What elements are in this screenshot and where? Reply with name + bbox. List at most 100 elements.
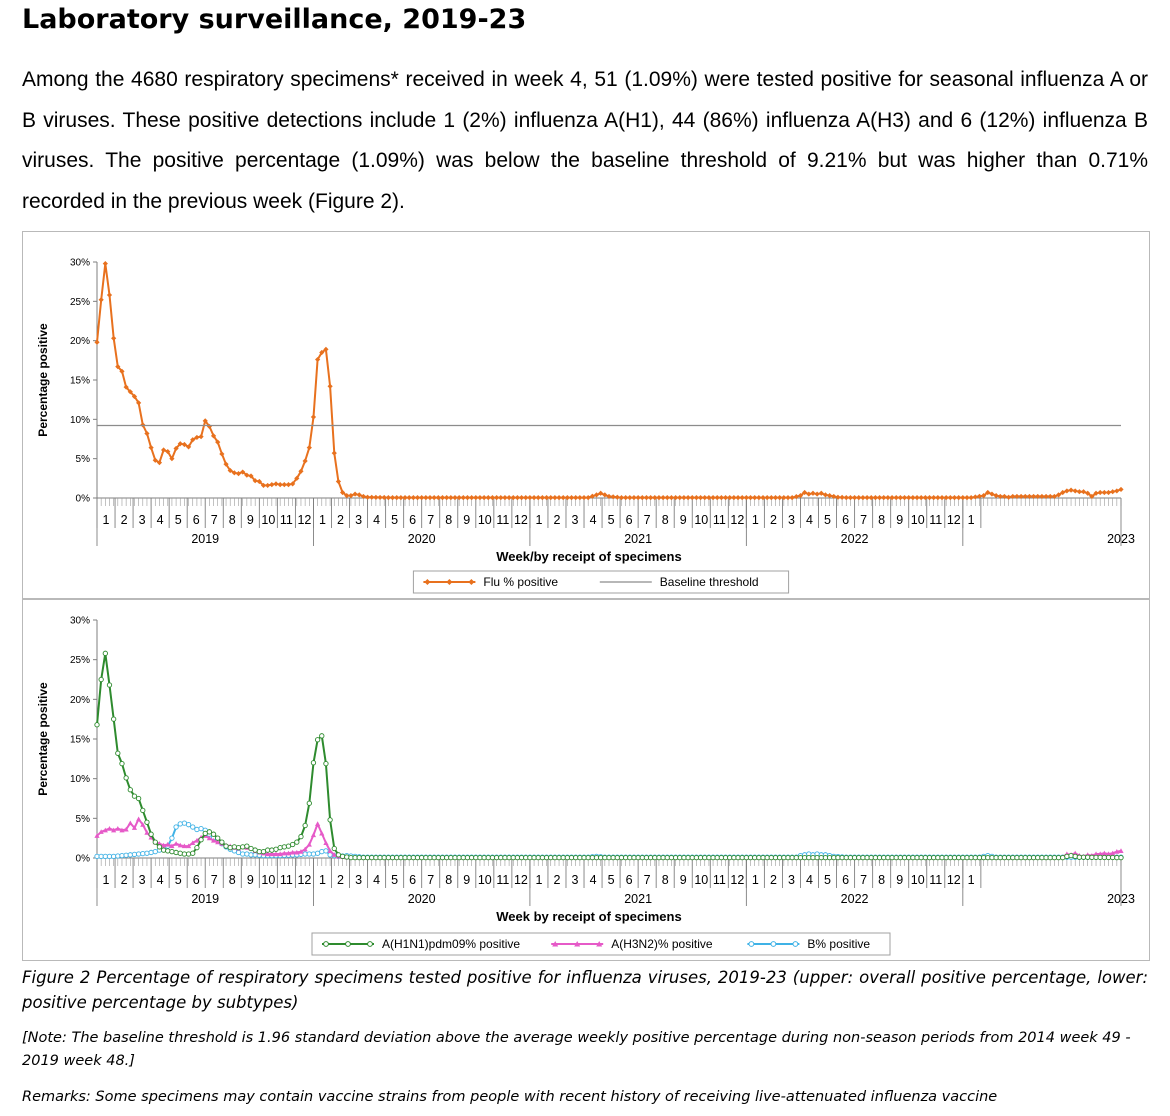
data-point	[464, 495, 471, 501]
data-point	[206, 835, 212, 841]
data-point	[302, 846, 308, 852]
data-point	[294, 849, 300, 855]
data-point	[1039, 493, 1045, 500]
month-label: 7	[211, 873, 218, 887]
data-point	[360, 493, 367, 500]
data-point	[685, 495, 691, 501]
data-point	[635, 495, 641, 501]
legend: Flu % positive Baseline threshold	[412, 570, 790, 594]
month-label: 8	[445, 513, 452, 527]
data-point	[539, 495, 545, 501]
data-point	[598, 490, 604, 496]
series-b-positive	[94, 820, 1124, 860]
month-label: 9	[247, 873, 254, 887]
data-point	[518, 495, 525, 501]
series-a-h1n1-pdm09-positive	[94, 650, 1124, 861]
data-point	[947, 495, 953, 501]
data-point	[839, 494, 845, 501]
data-point	[1118, 854, 1124, 861]
data-point	[298, 833, 304, 840]
data-point	[181, 441, 188, 448]
data-point	[648, 495, 654, 501]
data-point	[111, 716, 117, 722]
data-point	[502, 495, 508, 501]
data-point	[123, 826, 129, 832]
data-point	[1076, 489, 1082, 495]
data-point	[710, 495, 716, 501]
data-point	[327, 848, 333, 853]
month-label: 4	[590, 513, 597, 527]
month-label: 7	[427, 513, 434, 527]
data-point	[98, 829, 104, 834]
data-point	[589, 493, 595, 499]
month-label: 7	[860, 513, 867, 527]
month-label: 8	[878, 873, 885, 887]
month-label: 11	[929, 873, 942, 887]
legend-item: A(H3N2)% positive	[551, 937, 713, 951]
month-label: 9	[680, 873, 687, 887]
legend-item: A(H1N1)pdm09% positive	[322, 937, 520, 951]
y-tick-label: 5%	[76, 814, 91, 825]
data-point	[918, 495, 924, 501]
data-point	[881, 495, 887, 501]
data-point	[335, 478, 342, 485]
data-point	[310, 760, 317, 766]
data-point	[981, 493, 987, 499]
data-point	[814, 491, 820, 497]
data-point	[302, 458, 308, 464]
data-point	[689, 495, 695, 501]
x-axis-label: Week/by receipt of specimens	[496, 549, 681, 564]
month-label: 11	[280, 513, 293, 527]
y-tick-label: 25%	[70, 297, 90, 308]
data-point	[148, 831, 154, 837]
data-point	[1093, 490, 1099, 496]
data-point	[319, 849, 325, 855]
data-point	[556, 495, 562, 501]
month-label: 1	[752, 513, 759, 527]
month-label: 2	[337, 513, 344, 527]
data-point	[835, 494, 841, 500]
legend-marker	[345, 941, 351, 947]
month-label: 10	[478, 513, 492, 527]
data-point	[989, 491, 995, 497]
data-point	[1064, 853, 1070, 860]
data-point	[215, 839, 221, 845]
data-point	[673, 495, 679, 501]
data-point	[772, 495, 779, 501]
data-point	[1043, 493, 1049, 500]
data-point	[1018, 493, 1024, 500]
data-point	[265, 482, 271, 489]
data-point	[327, 383, 333, 389]
data-point	[827, 493, 833, 499]
data-point	[514, 495, 521, 501]
month-label: 2	[553, 513, 560, 527]
data-point	[1072, 488, 1078, 494]
data-point	[144, 819, 150, 825]
data-point	[111, 853, 117, 860]
data-point	[789, 495, 795, 501]
legend-item: Baseline threshold	[599, 575, 759, 589]
data-point	[394, 495, 400, 501]
data-point	[348, 493, 354, 499]
data-point	[810, 490, 816, 496]
month-label: 1	[103, 513, 110, 527]
data-point	[627, 495, 633, 501]
month-label: 2	[121, 513, 128, 527]
month-label: 5	[608, 513, 615, 527]
data-point	[843, 495, 849, 501]
data-point	[431, 495, 437, 501]
month-label: 7	[427, 873, 434, 887]
month-label: 11	[929, 513, 942, 527]
data-point	[860, 495, 866, 501]
data-point	[906, 495, 912, 501]
data-point	[223, 461, 229, 467]
month-label: 11	[280, 873, 293, 887]
data-point	[677, 495, 683, 501]
data-point	[1118, 486, 1124, 493]
year-label: 2021	[624, 532, 652, 546]
data-point	[743, 495, 749, 501]
data-point	[1118, 848, 1124, 853]
legend-marker	[552, 941, 559, 947]
data-point	[244, 843, 250, 849]
data-point	[618, 495, 625, 501]
